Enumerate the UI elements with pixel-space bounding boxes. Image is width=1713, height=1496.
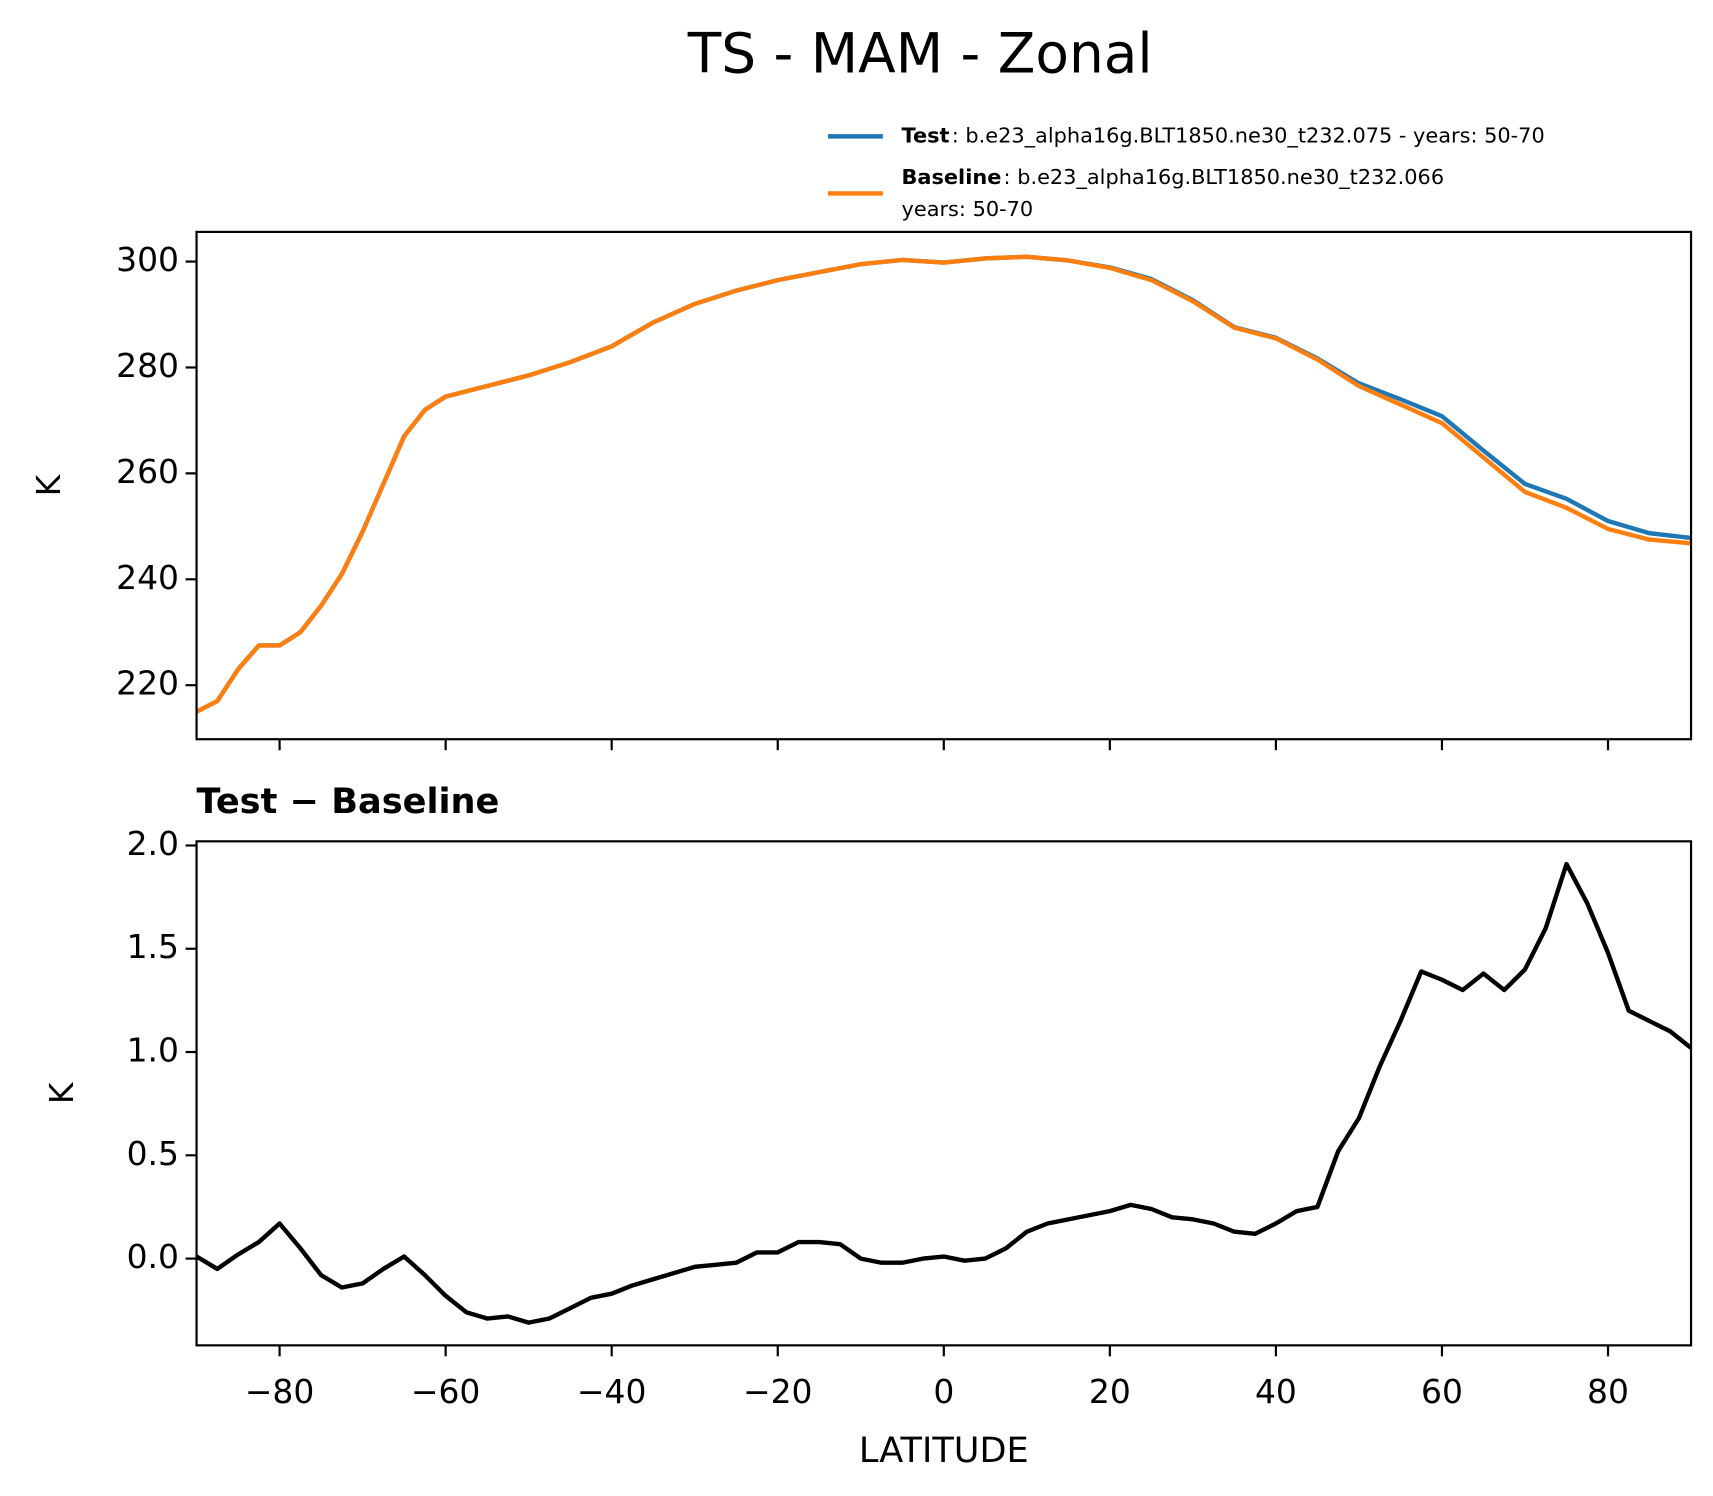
x-tick-label: 20 [1089, 1372, 1131, 1411]
axes-frame [195, 840, 1693, 1347]
legend-name: Baseline [902, 165, 1002, 189]
axes-title: Test − Baseline [197, 781, 500, 822]
figure-title: TS - MAM - Zonal [687, 21, 1153, 85]
legend-label: : b.e23_alpha16g.BLT1850.ne30_t232.066 [1004, 165, 1445, 190]
x-tick-label: −20 [743, 1372, 813, 1411]
x-axis-label: LATITUDE [859, 1430, 1029, 1471]
y-axis-label: K [29, 473, 68, 496]
y-tick-label: 1.0 [127, 1031, 179, 1070]
y-tick-label: 300 [116, 240, 179, 279]
legend-label: : b.e23_alpha16g.BLT1850.ne30_t232.075 -… [952, 123, 1545, 148]
y-tick-label: 260 [116, 452, 179, 491]
y-tick-label: 0.5 [127, 1134, 179, 1173]
x-tick-label: −60 [411, 1372, 481, 1411]
legend-label: years: 50-70 [902, 197, 1034, 221]
y-tick-label: 280 [116, 346, 179, 385]
x-tick-label: 60 [1421, 1372, 1463, 1411]
y-tick-label: 0.0 [127, 1237, 179, 1276]
data-line [196, 254, 1692, 714]
y-tick-label: 220 [116, 664, 179, 703]
x-tick-label: 80 [1587, 1372, 1629, 1411]
data-line [196, 861, 1692, 1325]
data-line [196, 254, 1692, 714]
y-tick-label: 2.0 [127, 824, 179, 863]
y-tick-label: 240 [116, 558, 179, 597]
x-tick-label: −40 [577, 1372, 647, 1411]
x-tick-label: 40 [1255, 1372, 1297, 1411]
x-tick-label: 0 [933, 1372, 954, 1411]
y-tick-label: 1.5 [127, 927, 179, 966]
x-tick-label: −80 [245, 1372, 315, 1411]
axes-frame [195, 230, 1693, 741]
y-axis-label: K [42, 1081, 81, 1104]
legend-name: Test [902, 123, 950, 147]
